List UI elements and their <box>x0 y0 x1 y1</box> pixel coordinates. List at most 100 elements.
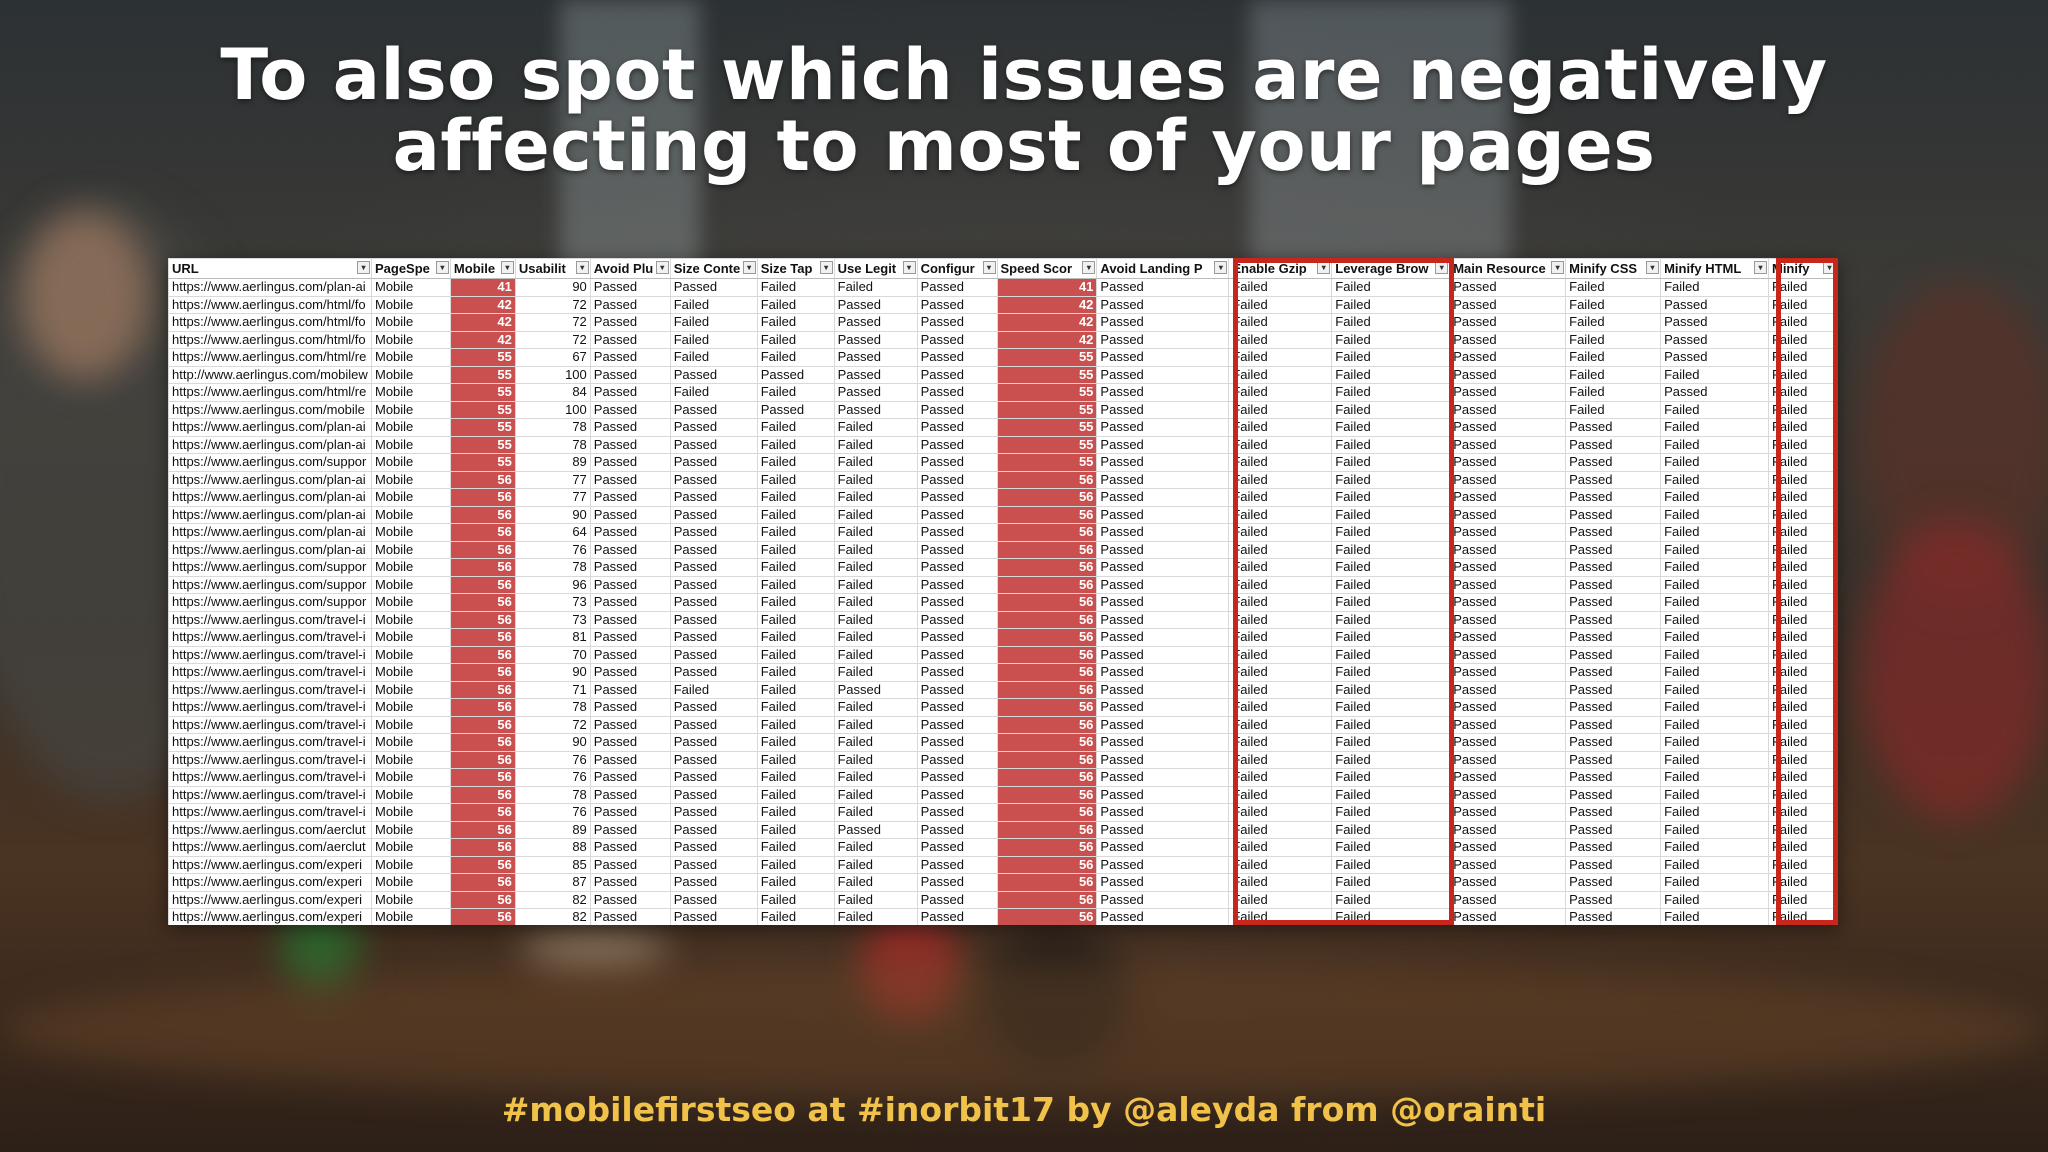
table-cell[interactable]: Failed <box>1228 715 1333 734</box>
table-cell[interactable]: Failed <box>1660 488 1769 507</box>
table-cell[interactable]: Failed <box>833 715 918 734</box>
table-cell[interactable]: Failed <box>756 348 835 367</box>
table-cell[interactable]: Passed <box>669 488 758 507</box>
filter-dropdown-icon[interactable]: ▾ <box>1646 261 1660 274</box>
table-cell[interactable]: Passed <box>916 610 998 629</box>
table-cell[interactable]: Mobile <box>370 838 451 857</box>
table-cell[interactable]: Failed <box>669 680 758 699</box>
table-cell[interactable]: Failed <box>669 330 758 349</box>
table-cell[interactable]: Failed <box>1331 453 1451 472</box>
table-cell[interactable]: https://www.aerlingus.com/travel-i <box>168 803 372 822</box>
table-cell[interactable]: 64 <box>514 523 591 542</box>
filter-dropdown-icon[interactable]: ▾ <box>742 261 756 274</box>
table-cell[interactable]: Failed <box>833 470 918 489</box>
table-cell[interactable]: Failed <box>756 733 835 752</box>
table-cell[interactable]: 56 <box>996 680 1098 699</box>
table-cell[interactable]: Passed <box>1096 908 1230 925</box>
table-cell[interactable]: 56 <box>449 715 516 734</box>
table-cell[interactable]: Failed <box>1228 750 1333 769</box>
table-cell[interactable]: Passed <box>1096 803 1230 822</box>
table-cell[interactable]: Passed <box>589 680 671 699</box>
table-cell[interactable]: 56 <box>996 873 1098 892</box>
table-cell[interactable]: Failed <box>1228 645 1333 664</box>
table-cell[interactable]: Passed <box>589 348 671 367</box>
table-cell[interactable]: Failed <box>1228 575 1333 594</box>
table-cell[interactable]: Passed <box>669 768 758 787</box>
table-cell[interactable]: Passed <box>1565 558 1662 577</box>
table-cell[interactable]: Passed <box>669 575 758 594</box>
table-cell[interactable]: Passed <box>1449 768 1567 787</box>
table-cell[interactable]: 56 <box>449 838 516 857</box>
table-cell[interactable]: 56 <box>449 663 516 682</box>
table-cell[interactable]: Mobile <box>370 505 451 524</box>
table-cell[interactable]: Failed <box>1228 278 1333 297</box>
table-cell[interactable]: Passed <box>1660 295 1769 314</box>
table-cell[interactable]: Failed <box>833 698 918 717</box>
table-cell[interactable]: https://www.aerlingus.com/html/re <box>168 348 372 367</box>
table-cell[interactable]: Passed <box>1096 470 1230 489</box>
table-cell[interactable]: 56 <box>449 558 516 577</box>
table-cell[interactable]: 56 <box>449 575 516 594</box>
table-cell[interactable]: Passed <box>1096 540 1230 559</box>
filter-dropdown-icon[interactable]: ▾ <box>902 261 916 274</box>
table-cell[interactable]: Passed <box>833 295 918 314</box>
table-cell[interactable]: Passed <box>669 820 758 839</box>
table-cell[interactable]: Failed <box>756 540 835 559</box>
table-cell[interactable]: Failed <box>1228 505 1333 524</box>
table-cell[interactable]: Passed <box>669 278 758 297</box>
table-cell[interactable]: Failed <box>1767 750 1838 769</box>
table-cell[interactable]: 55 <box>449 348 516 367</box>
table-cell[interactable]: Failed <box>756 558 835 577</box>
table-cell[interactable]: Failed <box>1331 803 1451 822</box>
table-cell[interactable]: Failed <box>756 330 835 349</box>
table-cell[interactable]: 81 <box>514 628 591 647</box>
table-cell[interactable]: Failed <box>756 768 835 787</box>
table-cell[interactable]: Failed <box>1331 908 1451 925</box>
table-cell[interactable]: 88 <box>514 838 591 857</box>
table-cell[interactable]: Failed <box>1331 768 1451 787</box>
table-cell[interactable]: Passed <box>589 785 671 804</box>
table-cell[interactable]: Failed <box>1767 803 1838 822</box>
table-cell[interactable]: 56 <box>996 610 1098 629</box>
table-cell[interactable]: Passed <box>916 908 998 925</box>
table-cell[interactable]: Passed <box>1565 470 1662 489</box>
table-cell[interactable]: Failed <box>1331 593 1451 612</box>
table-cell[interactable]: Passed <box>1565 838 1662 857</box>
table-cell[interactable]: Failed <box>1660 400 1769 419</box>
table-cell[interactable]: Failed <box>1565 365 1662 384</box>
table-cell[interactable]: Failed <box>1565 295 1662 314</box>
table-cell[interactable]: Failed <box>756 435 835 454</box>
table-cell[interactable]: Passed <box>1449 855 1567 874</box>
table-cell[interactable]: 56 <box>996 715 1098 734</box>
table-cell[interactable]: Passed <box>1096 523 1230 542</box>
table-cell[interactable]: Failed <box>669 295 758 314</box>
table-cell[interactable]: Mobile <box>370 470 451 489</box>
table-cell[interactable]: 55 <box>996 383 1098 402</box>
table-cell[interactable]: Mobile <box>370 785 451 804</box>
filter-dropdown-icon[interactable]: ▾ <box>819 261 833 274</box>
filter-dropdown-icon[interactable]: ▾ <box>1214 261 1228 274</box>
table-cell[interactable]: Failed <box>1660 663 1769 682</box>
table-cell[interactable]: https://www.aerlingus.com/aerclut <box>168 820 372 839</box>
table-cell[interactable]: Failed <box>1660 435 1769 454</box>
table-cell[interactable]: Passed <box>589 488 671 507</box>
table-cell[interactable]: Passed <box>1096 873 1230 892</box>
table-cell[interactable]: Passed <box>916 838 998 857</box>
table-cell[interactable]: Failed <box>833 505 918 524</box>
table-cell[interactable]: Passed <box>1096 663 1230 682</box>
table-cell[interactable]: Failed <box>1767 365 1838 384</box>
table-cell[interactable]: Failed <box>1767 313 1838 332</box>
table-cell[interactable]: Mobile <box>370 295 451 314</box>
table-cell[interactable]: Passed <box>916 645 998 664</box>
table-cell[interactable]: Mobile <box>370 680 451 699</box>
table-cell[interactable]: 55 <box>449 383 516 402</box>
table-cell[interactable]: Passed <box>589 733 671 752</box>
table-cell[interactable]: 56 <box>449 698 516 717</box>
table-cell[interactable]: Failed <box>1660 698 1769 717</box>
table-cell[interactable]: Passed <box>1565 610 1662 629</box>
table-cell[interactable]: Passed <box>589 645 671 664</box>
table-cell[interactable]: Failed <box>1228 313 1333 332</box>
table-cell[interactable]: Failed <box>1228 855 1333 874</box>
table-cell[interactable]: Passed <box>1660 330 1769 349</box>
table-cell[interactable]: Failed <box>1767 400 1838 419</box>
